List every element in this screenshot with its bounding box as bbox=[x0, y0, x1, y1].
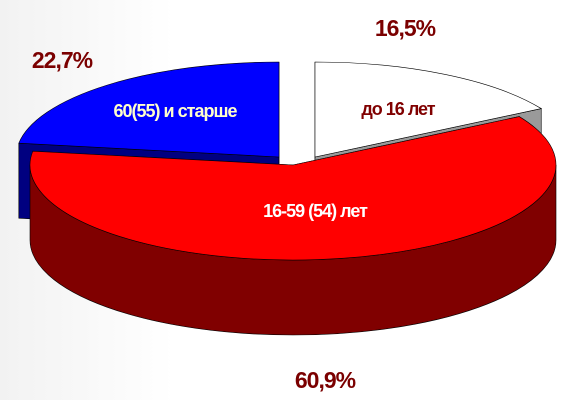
slice bbox=[314, 61, 543, 158]
category-label: до 16 лет bbox=[361, 99, 435, 119]
category-label: 60(55) и старше bbox=[114, 101, 238, 121]
slice bbox=[29, 116, 557, 261]
value-label: 60,9% bbox=[295, 367, 356, 393]
category-label: 16-59 (54) лет bbox=[263, 201, 368, 221]
value-label: 16,5% bbox=[375, 15, 436, 41]
slice bbox=[18, 61, 280, 158]
value-label: 22,7% bbox=[32, 47, 93, 73]
